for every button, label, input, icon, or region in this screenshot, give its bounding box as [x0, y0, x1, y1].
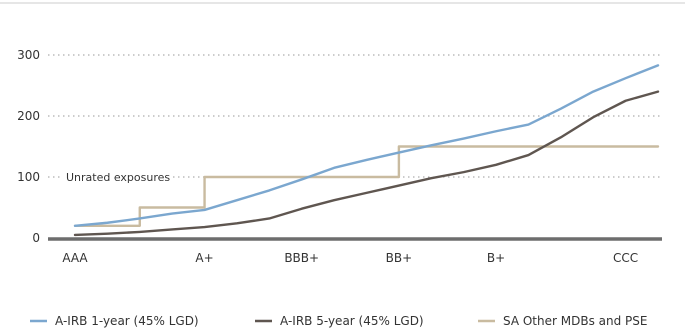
x-category-label: A+ [195, 251, 213, 265]
x-category-label: CCC [613, 251, 638, 265]
y-tick-label: 100 [17, 170, 40, 184]
grid-lines [48, 54, 662, 178]
series-lines [73, 64, 660, 237]
legend-entry: A-IRB 1-year (45% LGD) [55, 314, 199, 328]
series-line [73, 64, 660, 227]
y-axis-ticks: 0 100 200 300 [17, 48, 40, 245]
y-tick-label: 300 [17, 48, 40, 62]
annotation-label: Unrated exposures [66, 171, 170, 184]
x-category-label: AAA [62, 251, 88, 265]
y-tick-label: 0 [32, 231, 40, 245]
annotation-background [62, 169, 172, 184]
x-category-label: BB+ [386, 251, 413, 265]
x-category-label: BBB+ [284, 251, 319, 265]
series-line [73, 90, 660, 237]
x-axis-category-labels: AAA A+ BBB+ BB+ B+ CCC [62, 251, 638, 265]
x-category-label: B+ [487, 251, 505, 265]
legend-entry: SA Other MDBs and PSE [503, 314, 647, 328]
annotations: Unrated exposures [62, 169, 172, 184]
y-tick-label: 200 [17, 109, 40, 123]
legend-entry: A-IRB 5-year (45% LGD) [280, 314, 424, 328]
legend: A-IRB 1-year (45% LGD) A-IRB 5-year (45% … [30, 314, 647, 328]
